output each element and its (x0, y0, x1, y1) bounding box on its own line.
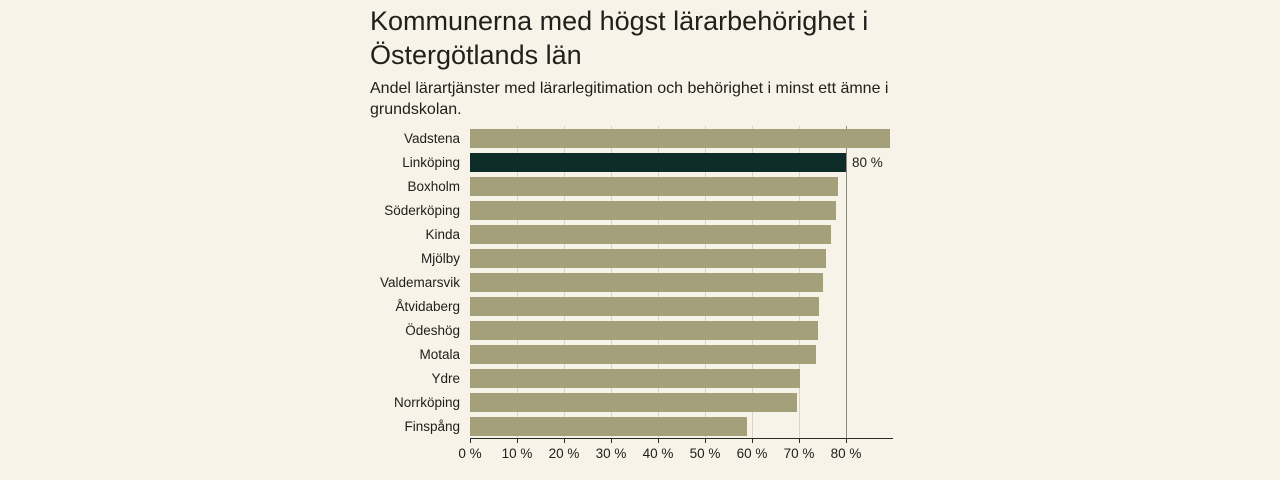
bar-label: Mjölby (420, 250, 460, 266)
bar (470, 272, 823, 292)
axis-tick-label: 70 % (783, 446, 815, 461)
bar-label: Linköping (402, 154, 460, 170)
axis-tick (846, 439, 847, 443)
bar-row (470, 366, 893, 390)
axis-tick-label: 30 % (595, 446, 627, 461)
bar-row (470, 174, 893, 198)
bar-row (470, 414, 893, 438)
bar-label: Boxholm (407, 178, 460, 194)
axis-tick-label: 60 % (736, 446, 768, 461)
axis-tick-label: 10 % (501, 446, 533, 461)
bar (470, 344, 816, 364)
axis-tick (799, 439, 800, 443)
bar-row (470, 198, 893, 222)
axis-tick (610, 439, 612, 443)
bar-row (470, 318, 893, 342)
bar-label: Kinda (425, 226, 460, 242)
bar-row (470, 246, 893, 270)
axis-tick (517, 439, 518, 443)
reference-line (846, 126, 847, 438)
bar-label: Söderköping (384, 202, 460, 218)
bar-label: Finspång (404, 418, 460, 434)
axis-tick-label: 80 % (830, 446, 862, 461)
bar (470, 248, 826, 268)
bar-row (470, 126, 893, 150)
axis-tick (564, 439, 565, 443)
chart-header: Kommunerna med högst lärarbehörighet i Ö… (370, 0, 970, 120)
axis-tick-label: 50 % (689, 446, 721, 461)
bar-highlighted (470, 152, 846, 172)
bar (470, 416, 747, 436)
bar-label: Åtvidaberg (395, 298, 460, 314)
axis-tick (658, 439, 659, 443)
plot-area: 80 % (470, 126, 893, 438)
bar (470, 200, 837, 220)
chart-body: Vadstena Linköping Boxholm Söderköping Kinda… (370, 126, 893, 468)
plot-wrap: 80 % 0 % 10 % 20 % 30 % 40 % 50 % 60 % 70 % 80 % (458, 126, 893, 468)
value-label: 80 % (852, 154, 883, 170)
bar-row (470, 390, 893, 414)
chart-subtitle: Andel lärartjänster med lärarlegitimatio… (370, 80, 889, 118)
bar-row (470, 270, 893, 294)
x-axis: 0 % 10 % 20 % 30 % 40 % 50 % 60 % 70 % 80 % (458, 438, 893, 468)
category-labels: Vadstena Linköping Boxholm Söderköping Kinda… (370, 126, 470, 468)
bar (470, 296, 820, 316)
axis-tick-label: 40 % (642, 446, 674, 461)
bar-row (470, 342, 893, 366)
bar (470, 224, 831, 244)
bar-row (470, 222, 893, 246)
bar-row: 80 % (470, 150, 893, 174)
bar (470, 392, 798, 412)
bar (470, 176, 839, 196)
bar-chart: Vadstena Linköping Boxholm Söderköping Kinda… (370, 126, 893, 468)
axis-tick (470, 439, 471, 443)
bar-label: Vadstena (403, 130, 460, 146)
axis-tick (751, 439, 753, 443)
bar-label: Motala (419, 346, 460, 362)
bar (470, 128, 891, 148)
bar-label: Valdemarsvik (379, 274, 460, 290)
bar-row (470, 294, 893, 318)
bar-label: Ydre (431, 370, 460, 386)
chart-title: Kommunerna med högst lärarbehörighet i Ö… (370, 6, 869, 70)
bar-label: Ödeshög (405, 322, 460, 338)
bar (470, 320, 818, 340)
axis-tick-label: 0 % (458, 446, 482, 461)
bar-label: Norrköping (393, 394, 460, 410)
bar (470, 368, 800, 388)
axis-tick (705, 439, 706, 443)
axis-tick-label: 20 % (548, 446, 580, 461)
